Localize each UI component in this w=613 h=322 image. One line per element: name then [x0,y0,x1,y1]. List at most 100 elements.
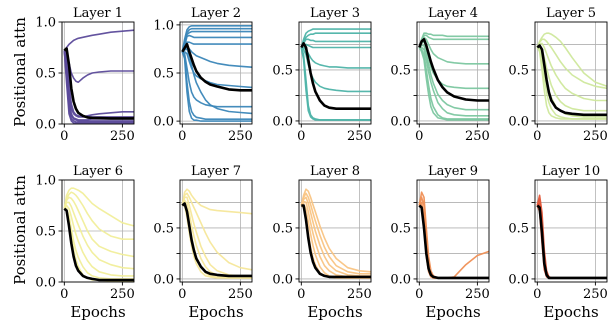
y-tick-label: 0.5 [153,67,174,82]
y-tick-label: 0.0 [272,114,293,129]
y-axis-label-row-2: Positional attn [11,175,29,285]
head-line-2 [536,198,607,279]
plot-frame [534,179,608,283]
y-tick-label: 0.0 [508,114,529,129]
plot-frame [298,179,372,283]
head-line-3 [181,196,252,277]
head-line-4 [300,43,371,49]
y-tick-label: 0.0 [390,114,411,129]
head-line-8 [181,51,252,108]
x-tick-label: 250 [228,129,253,144]
panel-title: Layer 7 [191,164,241,179]
head-line-4 [536,204,607,279]
head-line-10 [181,51,252,122]
x-axis-label: Epochs [70,303,125,321]
mean-line [536,204,607,280]
head-line-2 [300,32,371,48]
y-tick-label: 1.0 [35,16,56,31]
head-line-2 [63,49,134,83]
head-line-5 [181,41,252,53]
x-tick-label: 0 [178,287,186,302]
y-tick-label: 1.0 [35,174,56,189]
y-tick-label: 0.5 [390,63,411,78]
x-tick-label: 0 [297,287,305,302]
panel-title: Layer 6 [73,164,123,179]
head-line-2 [536,38,608,90]
x-axis-label: Epochs [543,303,598,321]
head-line-2 [181,27,252,52]
head-line-9 [181,51,252,120]
head-line-3 [536,42,607,102]
head-line-1 [300,28,371,48]
mean-line [301,204,371,279]
head-line-3 [418,36,489,65]
head-line-5 [63,204,134,277]
x-tick-label: 0 [415,129,423,144]
plot-frame [534,21,608,125]
mean-line [63,47,134,120]
mean-line [181,42,252,92]
y-axis-label-row-1: Positional attn [11,17,29,127]
head-line-2 [181,192,253,271]
mean-line [418,204,489,280]
x-tick-label: 0 [415,287,423,302]
panel-layer-5: Layer 5 0.0 0.5 0 250 [508,6,607,144]
head-line-2 [418,196,489,279]
plot-frame [416,179,490,283]
panel-layer-4: Layer 4 0.0 0.5 0 250 [390,6,489,144]
head-line-8 [300,47,371,121]
x-tick-label: 0 [533,287,541,302]
plot-frame [179,179,253,283]
y-tick-label: 0.5 [272,63,293,78]
y-tick-label: 0.5 [35,67,56,82]
panel-title: Layer 2 [191,6,241,21]
y-tick-label: 0.5 [508,221,529,236]
head-line-7 [182,50,253,89]
y-tick-label: 0.0 [35,276,56,291]
head-line-1 [300,188,372,273]
x-tick-label: 250 [228,287,253,302]
head-line-1 [536,32,608,88]
head-line-7 [536,47,607,120]
y-tick-label: 0.0 [272,272,293,287]
x-tick-label: 0 [60,129,68,144]
head-line-5 [418,44,489,111]
x-tick-label: 250 [465,129,490,144]
mean-line [63,207,134,282]
panel-layer-1: Layer 1 0.0 0.5 1.0 0 250 [35,6,134,144]
head-line-2 [300,192,371,275]
head-line-3 [300,38,371,48]
head-line-1 [418,191,489,279]
x-axis-label: Epochs [425,303,480,321]
plot-frame [416,21,490,125]
x-tick-label: 0 [533,129,541,144]
x-tick-label: 250 [465,287,490,302]
head-line-11 [181,48,253,115]
y-tick-label: 0.0 [390,272,411,287]
x-axis-label: Epochs [307,303,362,321]
y-tick-label: 0.5 [35,225,56,240]
head-line-6 [300,46,371,93]
y-tick-label: 0.0 [153,115,174,130]
head-line-4 [63,201,135,270]
x-tick-label: 0 [297,129,305,144]
panel-layer-2: Layer 2 0.0 0.5 1.0 0 250 [153,6,252,144]
panel-title: Layer 4 [428,6,478,21]
y-tick-label: 0.5 [390,221,411,236]
head-line-5 [301,46,371,69]
head-line-2 [418,34,489,48]
head-line-1 [418,32,489,48]
panel-title: Layer 9 [428,164,478,179]
head-line-6 [419,46,489,117]
y-tick-label: 0.0 [153,272,174,287]
y-tick-label: 0.5 [508,63,529,78]
head-line-2 [63,191,134,240]
x-tick-label: 0 [178,129,186,144]
y-tick-label: 1.0 [153,18,174,33]
head-line-8 [63,50,134,124]
head-line-4 [181,34,252,53]
head-line-3 [181,30,252,53]
head-line-1 [181,188,253,215]
